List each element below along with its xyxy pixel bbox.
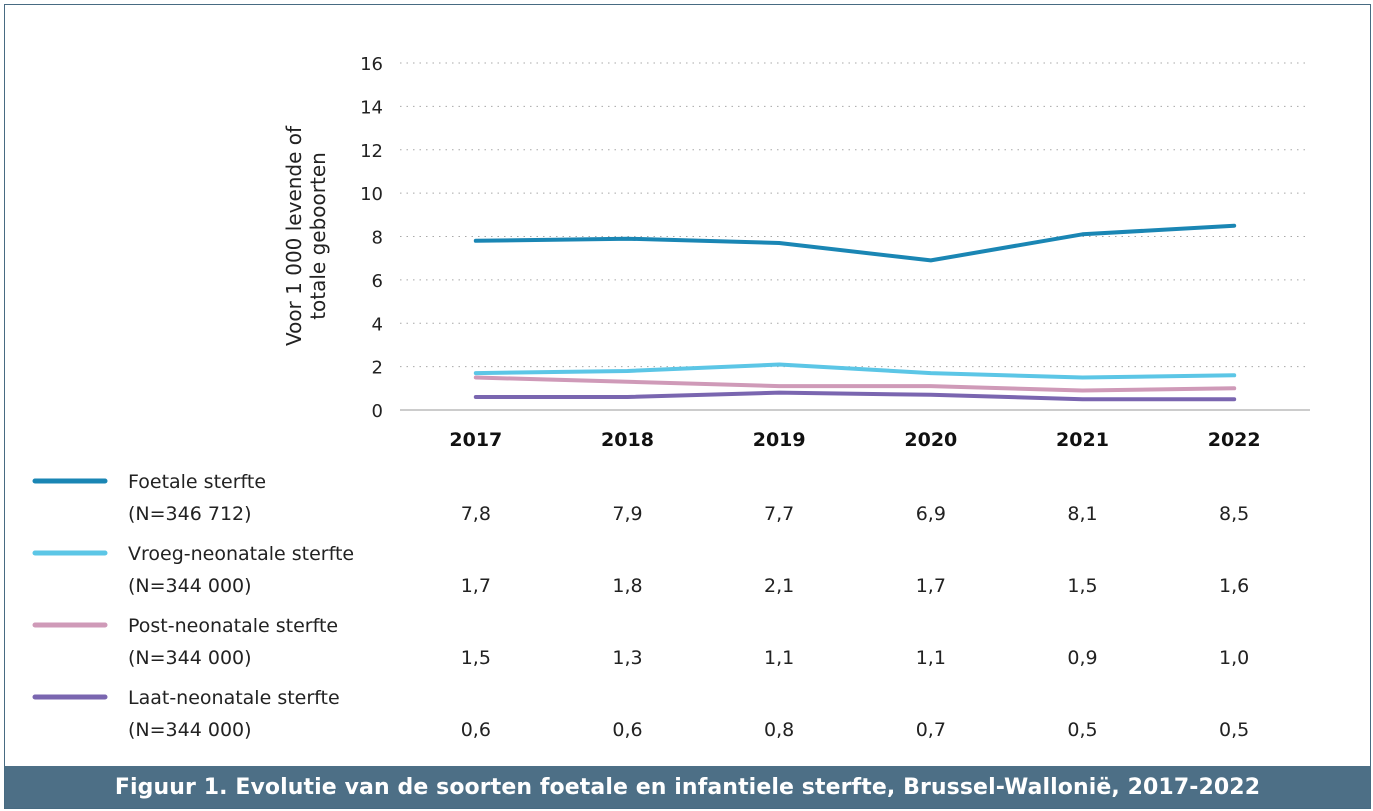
legend-series-n: (N=346 712) — [128, 503, 252, 525]
data-value-label: 1,1 — [916, 647, 946, 669]
data-value-label: 1,6 — [1219, 575, 1249, 597]
data-value-label: 0,5 — [1219, 719, 1249, 741]
y-tick-label: 0 — [372, 401, 383, 422]
series-line — [473, 362, 1237, 380]
x-tick-label: 2021 — [1056, 429, 1109, 451]
data-value-label: 1,7 — [916, 575, 946, 597]
legend-series-n: (N=344 000) — [128, 647, 252, 669]
y-axis-label: Voor 1 000 levende of — [282, 125, 306, 346]
legend-series-name: Foetale sterfte — [128, 471, 266, 493]
figure-frame: 0 2 4 6 8 10 12 14 16 Voor 1 000 levende of totale… — [4, 4, 1371, 809]
y-tick-label: 2 — [372, 358, 383, 379]
data-value-label: 2,1 — [764, 575, 794, 597]
data-value-label: 0,8 — [764, 719, 794, 741]
legend-series-name: Post-neonatale sterfte — [128, 615, 338, 637]
x-tick-label: 2022 — [1208, 429, 1261, 451]
x-tick-label: 2020 — [904, 429, 957, 451]
y-tick-label: 6 — [372, 271, 383, 292]
data-value-label: 0,5 — [1067, 719, 1097, 741]
data-value-label: 0,6 — [461, 719, 491, 741]
x-tick-label: 2017 — [449, 429, 502, 451]
y-tick-label: 8 — [372, 228, 383, 249]
y-tick-label: 14 — [360, 97, 383, 118]
y-tick-label: 12 — [360, 141, 383, 162]
line-chart: 0 2 4 6 8 10 12 14 16 Voor 1 000 levende of totale… — [32, 54, 1310, 741]
series-line — [473, 375, 1237, 393]
series-line — [473, 390, 1237, 402]
y-tick-label: 10 — [360, 184, 383, 205]
data-value-label: 7,8 — [461, 503, 491, 525]
data-value-label: 1,5 — [1067, 575, 1097, 597]
data-value-label: 8,5 — [1219, 503, 1249, 525]
x-tick-label: 2018 — [601, 429, 654, 451]
y-tick-label: 16 — [360, 54, 383, 75]
y-tick-label: 4 — [372, 314, 383, 335]
data-value-label: 0,6 — [612, 719, 642, 741]
legend-series-n: (N=344 000) — [128, 575, 252, 597]
data-value-label: 1,8 — [612, 575, 642, 597]
data-value-label: 1,7 — [461, 575, 491, 597]
data-value-label: 1,3 — [612, 647, 642, 669]
figure-caption: Figuur 1. Evolutie van de soorten foetal… — [5, 766, 1370, 808]
data-value-label: 7,7 — [764, 503, 794, 525]
data-value-label: 1,0 — [1219, 647, 1249, 669]
x-tick-label: 2019 — [753, 429, 806, 451]
data-value-label: 1,5 — [461, 647, 491, 669]
data-value-label: 0,9 — [1067, 647, 1097, 669]
data-value-label: 1,1 — [764, 647, 794, 669]
legend-series-name: Laat-neonatale sterfte — [128, 687, 340, 709]
data-value-label: 7,9 — [612, 503, 642, 525]
data-value-label: 0,7 — [916, 719, 946, 741]
legend-series-name: Vroeg-neonatale sterfte — [128, 543, 354, 565]
legend-series-n: (N=344 000) — [128, 719, 252, 741]
y-axis-label: totale geboorten — [306, 152, 330, 320]
data-value-label: 8,1 — [1067, 503, 1097, 525]
data-value-label: 6,9 — [916, 503, 946, 525]
series-line — [473, 223, 1237, 263]
